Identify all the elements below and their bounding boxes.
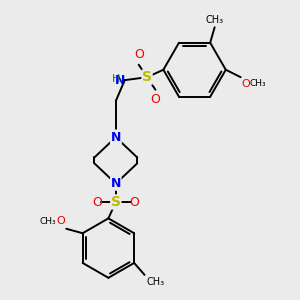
Text: O: O bbox=[92, 196, 102, 208]
Text: O: O bbox=[134, 48, 144, 61]
Text: S: S bbox=[111, 195, 121, 209]
Text: O: O bbox=[241, 79, 250, 89]
Text: CH₃: CH₃ bbox=[206, 15, 224, 25]
Text: CH₃: CH₃ bbox=[147, 277, 165, 287]
Text: H: H bbox=[112, 74, 121, 84]
Text: CH₃: CH₃ bbox=[39, 217, 56, 226]
Text: N: N bbox=[115, 74, 125, 87]
Text: N: N bbox=[111, 177, 121, 190]
Text: S: S bbox=[142, 70, 152, 84]
Text: O: O bbox=[150, 93, 160, 106]
Text: CH₃: CH₃ bbox=[250, 79, 266, 88]
Text: N: N bbox=[111, 130, 121, 143]
Text: O: O bbox=[56, 216, 65, 226]
Text: N: N bbox=[111, 131, 121, 144]
Text: O: O bbox=[129, 196, 139, 208]
